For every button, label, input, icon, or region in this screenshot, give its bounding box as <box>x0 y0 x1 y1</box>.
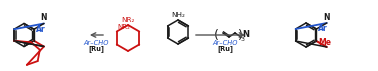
Text: [Ru]: [Ru] <box>88 46 104 52</box>
Text: Ar: Ar <box>318 24 328 33</box>
Text: Me: Me <box>318 37 332 47</box>
Text: N: N <box>324 12 330 22</box>
Text: Ar–CHO: Ar–CHO <box>213 40 238 46</box>
Text: NR₂: NR₂ <box>121 17 135 23</box>
Text: [Ru]: [Ru] <box>217 46 234 52</box>
Text: NH₂: NH₂ <box>171 12 185 18</box>
Text: N: N <box>243 29 249 38</box>
Text: Ar–CHO: Ar–CHO <box>84 40 109 46</box>
Text: ): ) <box>237 28 242 42</box>
Text: (: ( <box>214 28 218 42</box>
Text: Ar: Ar <box>36 25 46 34</box>
Text: 3: 3 <box>241 36 245 42</box>
Text: NR₂: NR₂ <box>118 24 131 29</box>
Text: N: N <box>41 13 47 22</box>
